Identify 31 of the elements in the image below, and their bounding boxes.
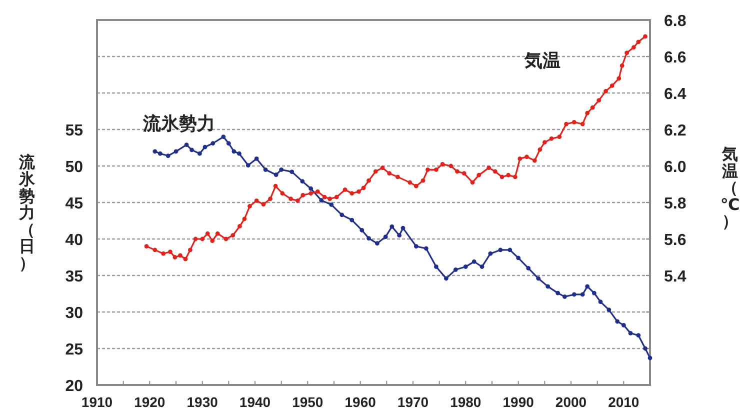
y-tick-label: 50 xyxy=(65,159,84,176)
y2-tick-label: 6.6 xyxy=(664,50,686,66)
x-tick-label: 1950 xyxy=(292,394,324,410)
y-tick-label: 20 xyxy=(65,378,84,395)
series-label: 流氷勢力 xyxy=(142,113,215,134)
x-tick-label: 1940 xyxy=(239,394,271,410)
y2-tick-label: 5.4 xyxy=(664,268,686,286)
x-tick-label: 1910 xyxy=(81,394,113,410)
y2-tick-label: 6.0 xyxy=(664,159,686,176)
y2-tick-label: 6.8 xyxy=(664,13,686,30)
y2-tick-label: 5.6 xyxy=(664,232,686,249)
y-tick-label: 35 xyxy=(65,268,84,286)
y-tick-label: 45 xyxy=(65,196,84,212)
y2-axis-title: 気温（℃） xyxy=(720,146,740,231)
x-tick-label: 1970 xyxy=(397,394,429,410)
y2-tick-label: 5.8 xyxy=(664,196,686,212)
y-tick-label: 30 xyxy=(65,305,84,322)
y-tick-label: 55 xyxy=(65,122,84,140)
x-tick-label: 2010 xyxy=(608,394,640,410)
y2-tick-label: 6.2 xyxy=(664,122,686,140)
text: 気温 xyxy=(523,50,560,70)
x-tick-label: 1920 xyxy=(134,394,166,410)
y-tick-label: 25 xyxy=(65,342,84,358)
x-tick-label: 2000 xyxy=(555,394,587,410)
y2-tick-label: 6.4 xyxy=(664,86,686,103)
x-tick-label: 1980 xyxy=(450,394,482,410)
x-tick-label: 1960 xyxy=(344,394,376,410)
y-axis-title: 流氷勢力（日） xyxy=(18,152,36,272)
x-tick-label: 1930 xyxy=(186,394,218,410)
y-tick-label: 40 xyxy=(65,232,84,249)
x-tick-label: 1990 xyxy=(502,394,534,410)
